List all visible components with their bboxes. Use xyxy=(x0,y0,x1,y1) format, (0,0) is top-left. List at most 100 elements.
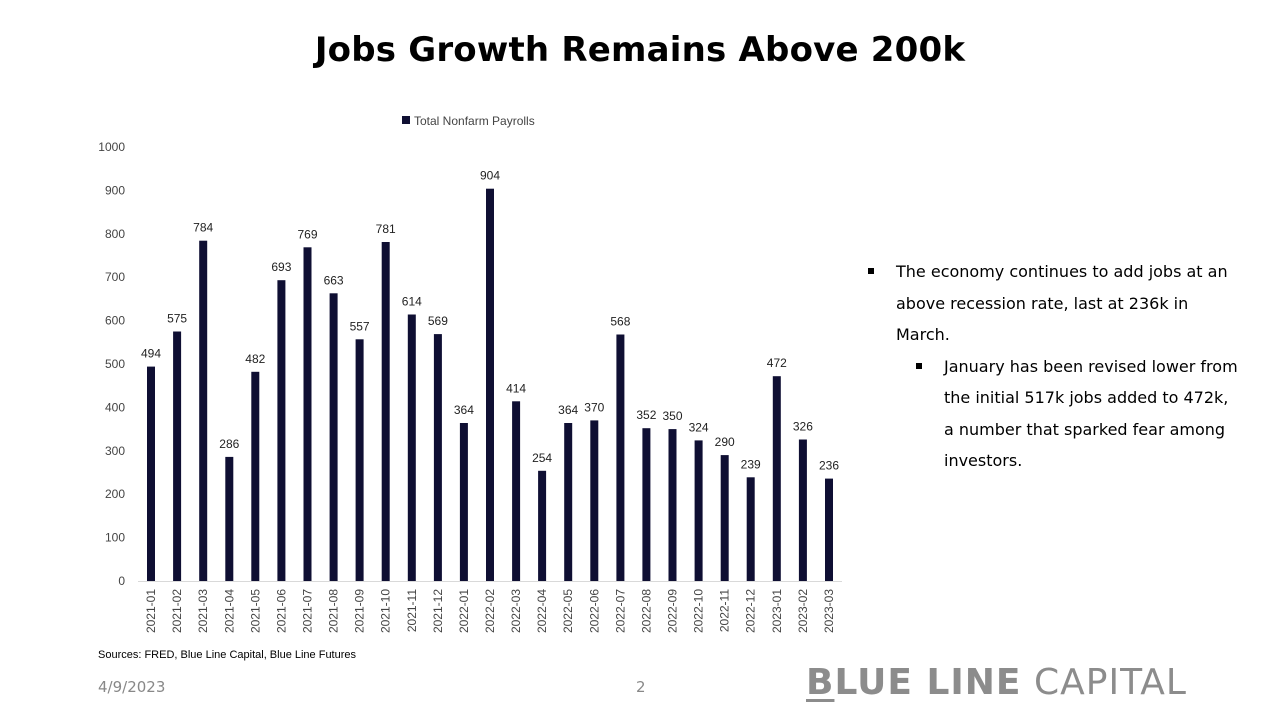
bar-value-label: 568 xyxy=(610,315,630,329)
bar-value-label: 324 xyxy=(689,420,709,434)
x-tick-label: 2021-03 xyxy=(196,589,210,633)
x-tick-label: 2023-03 xyxy=(822,589,836,633)
bar xyxy=(251,371,260,581)
bar-value-label: 663 xyxy=(324,273,344,287)
bar xyxy=(694,440,703,581)
y-tick-label: 300 xyxy=(105,444,125,458)
x-tick-label: 2021-11 xyxy=(405,589,419,632)
data-labels-group: 494 575 784 286 482 693 769 663 557 781 614 569 364 9… xyxy=(141,169,839,473)
logo-first-letter: B xyxy=(806,662,835,703)
y-tick-label: 500 xyxy=(105,357,125,371)
bar xyxy=(459,423,468,581)
y-tick-label: 400 xyxy=(105,400,125,414)
sub-bullet-text: January has been revised lower from the … xyxy=(944,356,1238,471)
x-tick-label: 2021-10 xyxy=(379,589,393,633)
bar xyxy=(381,242,390,581)
x-tick-label: 2021-04 xyxy=(222,589,236,633)
bar-value-label: 904 xyxy=(480,169,500,183)
bar-value-label: 494 xyxy=(141,347,161,361)
y-axis: 0 100 200 300 400 500 600 700 800 900 1000 xyxy=(98,140,125,588)
slide-title: Jobs Growth Remains Above 200k xyxy=(314,30,966,70)
bullet-text: The economy continues to add jobs at an … xyxy=(896,262,1228,344)
bar-value-label: 254 xyxy=(532,451,552,465)
y-tick-label: 200 xyxy=(105,487,125,501)
legend-swatch xyxy=(402,116,410,124)
x-axis: 2021-01 2021-02 2021-03 2021-04 2021-05 2021-… xyxy=(144,589,836,633)
bar xyxy=(746,477,755,581)
bar-value-label: 239 xyxy=(741,457,761,471)
bar-value-label: 364 xyxy=(454,403,474,417)
x-tick-label: 2022-06 xyxy=(587,589,601,633)
bar xyxy=(668,429,677,581)
bar xyxy=(277,280,286,581)
legend-label: Total Nonfarm Payrolls xyxy=(414,114,535,128)
footer-page-number: 2 xyxy=(636,678,646,696)
bar xyxy=(825,478,833,581)
bar-value-label: 569 xyxy=(428,314,448,328)
x-tick-label: 2022-02 xyxy=(483,589,497,633)
bar-value-label: 286 xyxy=(219,437,239,451)
bar-value-label: 693 xyxy=(271,260,291,274)
bar xyxy=(329,293,338,581)
x-tick-label: 2022-12 xyxy=(744,589,758,633)
x-tick-label: 2021-02 xyxy=(170,589,184,633)
bar-value-label: 614 xyxy=(402,295,422,309)
bullet-item: The economy continues to add jobs at an … xyxy=(868,256,1238,351)
source-note: Sources: FRED, Blue Line Capital, Blue L… xyxy=(98,649,357,661)
bar-value-label: 326 xyxy=(793,420,813,434)
x-tick-label: 2021-06 xyxy=(274,589,288,633)
bar xyxy=(199,240,208,581)
bar-value-label: 784 xyxy=(193,221,213,235)
bar xyxy=(173,331,182,581)
bar-value-label: 350 xyxy=(662,409,682,423)
x-tick-label: 2022-09 xyxy=(666,589,680,633)
x-tick-label: 2021-09 xyxy=(353,589,367,633)
x-tick-label: 2023-01 xyxy=(770,589,784,633)
bar xyxy=(512,401,521,581)
x-tick-label: 2021-07 xyxy=(301,589,315,633)
bar xyxy=(590,420,599,581)
bars-group xyxy=(147,188,833,582)
commentary-bullets: The economy continues to add jobs at an … xyxy=(868,256,1238,477)
x-tick-label: 2022-08 xyxy=(639,589,653,633)
bar xyxy=(616,334,625,581)
bar xyxy=(538,470,547,581)
y-tick-label: 700 xyxy=(105,270,125,284)
sub-bullet-marker xyxy=(916,362,922,369)
bar-value-label: 352 xyxy=(636,408,656,422)
bar xyxy=(564,423,573,581)
bar-value-label: 370 xyxy=(584,400,604,414)
bar-value-label: 769 xyxy=(297,227,317,241)
y-tick-label: 100 xyxy=(105,531,125,545)
y-tick-label: 1000 xyxy=(98,140,125,154)
x-tick-label: 2022-04 xyxy=(535,589,549,633)
bar xyxy=(798,439,807,581)
bar xyxy=(772,376,781,581)
bullet-marker xyxy=(868,268,874,274)
bar xyxy=(303,247,312,582)
y-tick-label: 0 xyxy=(118,574,125,588)
x-tick-label: 2022-11 xyxy=(718,589,732,632)
x-tick-label: 2022-10 xyxy=(692,589,706,633)
bar xyxy=(147,366,155,581)
x-tick-label: 2022-03 xyxy=(509,589,523,633)
x-tick-label: 2021-01 xyxy=(144,589,158,633)
x-tick-label: 2022-05 xyxy=(561,589,575,633)
sub-bullet-item: January has been revised lower from the … xyxy=(868,351,1238,477)
bar xyxy=(355,339,364,581)
chart-legend: Total Nonfarm Payrolls xyxy=(402,114,535,128)
y-tick-label: 800 xyxy=(105,227,125,241)
bar xyxy=(642,428,651,581)
x-tick-label: 2021-05 xyxy=(248,589,262,633)
bar xyxy=(407,314,416,581)
x-tick-label: 2022-01 xyxy=(457,589,471,633)
y-tick-label: 600 xyxy=(105,314,125,328)
bar-value-label: 290 xyxy=(715,435,735,449)
bar-value-label: 414 xyxy=(506,381,526,395)
payrolls-bar-chart: Total Nonfarm Payrolls 0 100 200 300 400 500 6… xyxy=(98,114,842,633)
bar xyxy=(225,456,234,581)
blue-line-capital-logo: BLUE LINE CAPITAL xyxy=(806,662,1187,703)
bar-value-label: 364 xyxy=(558,403,578,417)
x-tick-label: 2021-08 xyxy=(327,589,341,633)
logo-light-text: CAPITAL xyxy=(1021,662,1187,703)
